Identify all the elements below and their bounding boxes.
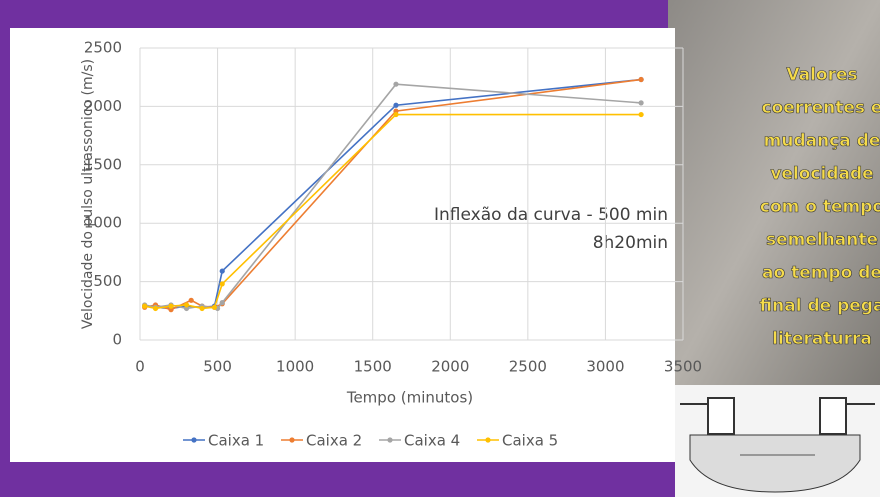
- legend-marker: [289, 437, 295, 443]
- side-text: mudança de: [764, 131, 880, 151]
- side-text: semelhante: [766, 230, 878, 250]
- legend-marker: [191, 437, 197, 443]
- legend-label: Caixa 2: [306, 432, 362, 450]
- legend-marker: [485, 437, 491, 443]
- data-point: [188, 297, 194, 303]
- data-point: [199, 305, 205, 312]
- data-point: [219, 268, 225, 274]
- annotation: Inflexão da curva - 500 min: [434, 205, 668, 225]
- x-tick-label: 3500: [664, 358, 702, 376]
- side-text: velocidade: [770, 164, 873, 184]
- legend-label: Caixa 4: [404, 432, 460, 450]
- side-text: com o tempo: [760, 197, 880, 217]
- x-tick-label: 2000: [431, 358, 469, 376]
- side-text: coerrentes e: [762, 98, 880, 118]
- data-point: [393, 111, 399, 118]
- side-text: final de pega: [760, 296, 880, 316]
- data-point: [393, 81, 399, 87]
- side-text: literaturra: [772, 329, 872, 349]
- legend-marker: [387, 437, 393, 443]
- chart-panel: [10, 28, 675, 462]
- x-tick-label: 1000: [276, 358, 314, 376]
- legend-label: Caixa 1: [208, 432, 264, 450]
- y-axis-label: Velocidade do pulso ultrassonico (m/s): [80, 59, 96, 329]
- x-tick-label: 3000: [586, 358, 624, 376]
- data-point: [219, 281, 225, 287]
- data-point: [638, 100, 644, 106]
- side-text: Valores: [786, 65, 857, 85]
- x-tick-label: 0: [135, 358, 145, 376]
- data-point: [142, 303, 148, 309]
- x-axis-label: Tempo (minutos): [346, 389, 473, 407]
- y-tick-label: 0: [112, 331, 122, 349]
- side-text: ao tempo de: [762, 263, 880, 283]
- x-tick-label: 1500: [354, 358, 392, 376]
- data-point: [638, 76, 644, 83]
- data-point: [219, 300, 225, 306]
- y-tick-label: 500: [93, 272, 122, 290]
- y-tick-label: 2000: [84, 97, 122, 115]
- data-point: [168, 303, 174, 309]
- legend-label: Caixa 5: [502, 432, 558, 450]
- y-tick-label: 2500: [84, 39, 122, 57]
- data-point: [393, 102, 399, 108]
- sensor-diagram: [675, 385, 880, 497]
- data-point: [183, 302, 190, 308]
- x-tick-label: 500: [203, 358, 232, 376]
- data-point: [638, 111, 644, 118]
- x-tick-label: 2500: [509, 358, 547, 376]
- annotation: 8h20min: [593, 233, 668, 253]
- concrete-photo: [668, 0, 880, 388]
- data-point: [211, 304, 218, 310]
- y-tick-label: 1500: [84, 155, 122, 173]
- y-tick-label: 1000: [84, 214, 122, 232]
- data-point: [152, 305, 159, 312]
